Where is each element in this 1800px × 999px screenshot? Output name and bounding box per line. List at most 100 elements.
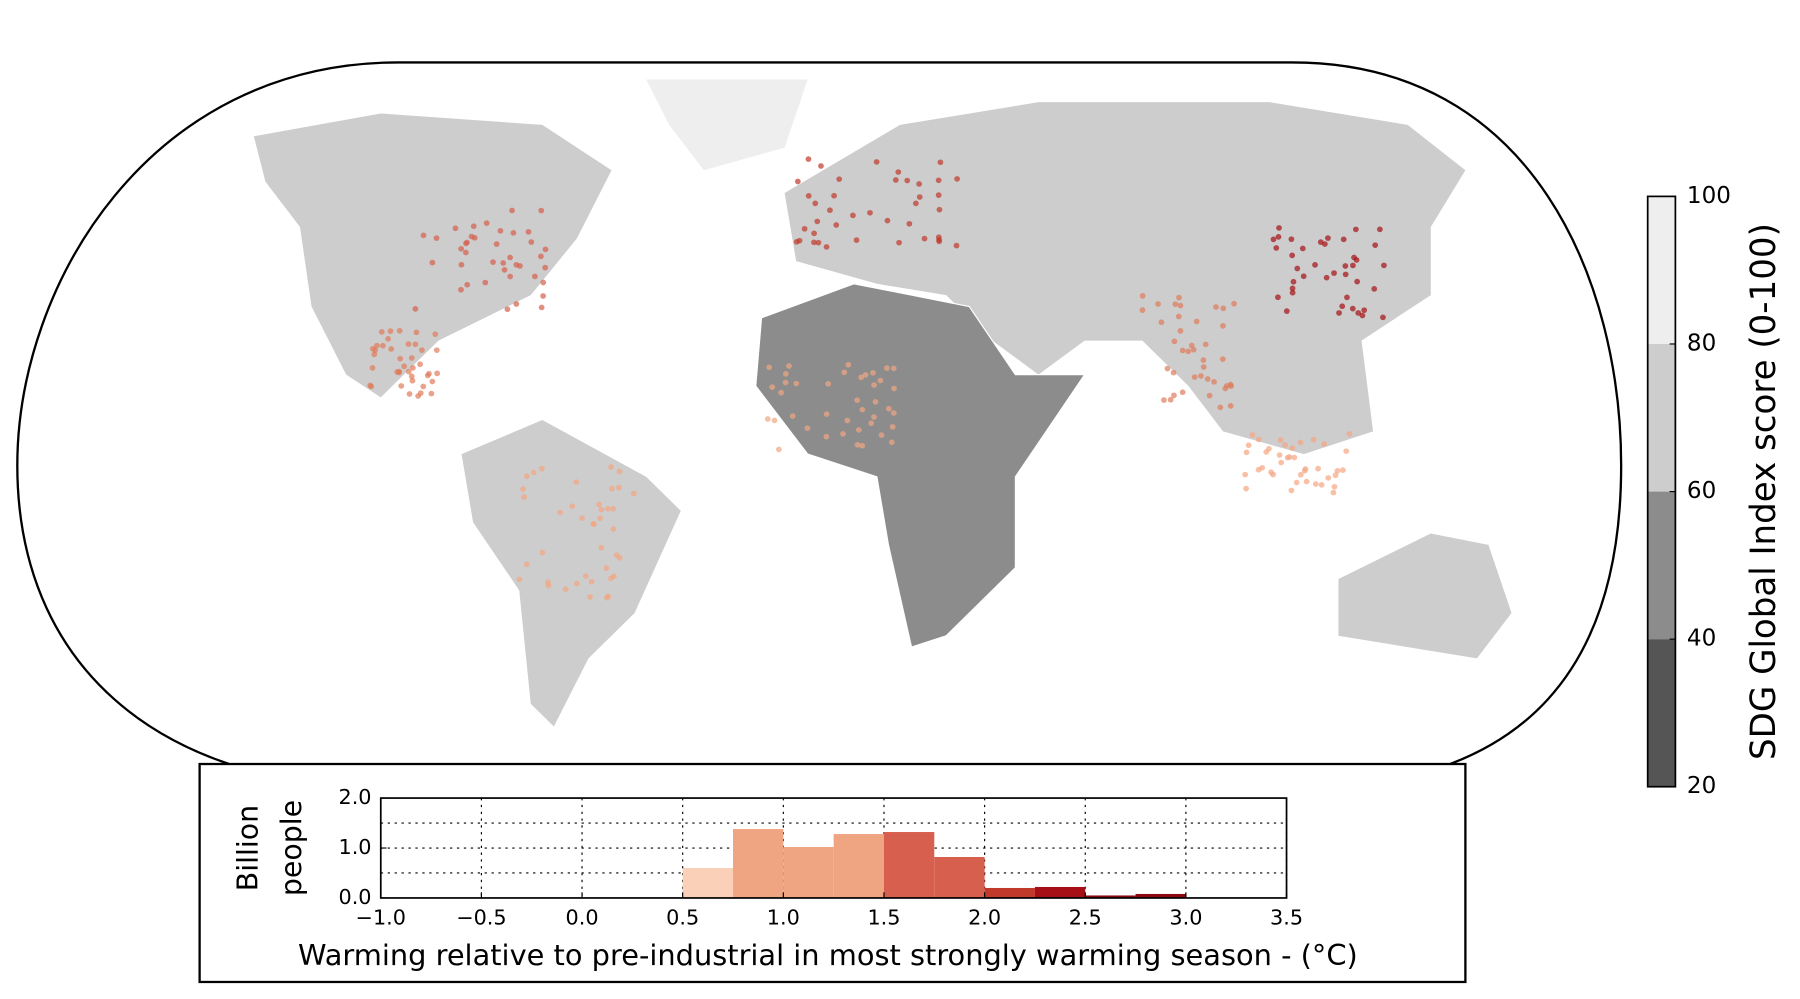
city-dot — [458, 286, 464, 293]
city-dot — [1289, 285, 1296, 292]
city-dot — [1242, 471, 1249, 478]
city-dot — [458, 245, 465, 252]
city-dot — [884, 217, 891, 224]
city-dot — [405, 368, 412, 375]
city-dot — [1325, 235, 1331, 241]
city-dot — [1198, 373, 1204, 379]
city-dot — [1332, 472, 1339, 479]
city-dot — [452, 225, 459, 232]
city-dot — [845, 361, 852, 368]
city-dot — [1170, 369, 1177, 376]
x-tick-label: −1.0 — [356, 906, 406, 930]
city-dot — [374, 342, 380, 349]
city-dot — [590, 520, 597, 527]
city-dot — [885, 405, 892, 412]
city-dot — [557, 509, 563, 516]
city-dot — [954, 176, 960, 182]
city-dot — [408, 355, 415, 361]
city-dot — [1291, 454, 1298, 461]
city-dot — [1286, 454, 1293, 460]
city-dot — [490, 259, 496, 265]
bar — [1085, 895, 1136, 898]
australia — [1338, 533, 1512, 659]
colorbar-tick-label: 100 — [1687, 183, 1731, 209]
city-dot — [1167, 396, 1174, 403]
city-dot — [1155, 301, 1161, 307]
city-dot — [520, 486, 526, 492]
city-dot — [844, 417, 851, 424]
city-dot — [1297, 439, 1304, 446]
city-dot — [805, 156, 812, 162]
city-dot — [573, 479, 580, 485]
city-dot — [1190, 346, 1197, 353]
city-dot — [801, 225, 808, 232]
colorbar: 20 40 60 80 100 SDG Global Index score (0-100… — [1646, 183, 1784, 799]
city-dot — [385, 335, 391, 342]
city-dot — [1301, 467, 1308, 474]
city-dot — [878, 432, 885, 438]
colorbar-band — [1647, 639, 1676, 787]
city-dot — [1200, 357, 1207, 363]
city-dot — [1381, 262, 1387, 269]
city-dot — [871, 382, 877, 388]
eurasia — [784, 102, 1466, 455]
city-dot — [937, 159, 944, 166]
city-dot — [782, 379, 789, 386]
city-dot — [1342, 271, 1349, 278]
city-dot — [916, 181, 922, 187]
greenland — [646, 79, 808, 171]
city-dot — [1139, 293, 1146, 299]
city-dot — [1231, 300, 1237, 307]
city-dot — [1278, 459, 1285, 466]
city-dot — [524, 473, 530, 480]
city-dot — [1222, 385, 1229, 392]
north-america — [253, 113, 612, 398]
city-dot — [775, 446, 782, 453]
city-dot — [859, 442, 866, 449]
city-dot — [509, 207, 515, 214]
city-dot — [1344, 294, 1350, 301]
city-dot — [603, 565, 610, 571]
city-dot — [1245, 442, 1252, 449]
city-dot — [1191, 374, 1198, 380]
city-dot — [458, 261, 465, 268]
city-dot — [540, 279, 547, 286]
city-dot — [891, 385, 897, 392]
city-dot — [854, 441, 861, 448]
city-dot — [608, 575, 614, 582]
city-dot — [823, 433, 830, 440]
city-dot — [369, 365, 376, 371]
city-dot — [904, 177, 911, 184]
city-dot — [464, 281, 471, 288]
x-tick-label: 2.0 — [968, 906, 1001, 930]
city-dot — [1270, 236, 1277, 243]
city-dot — [1299, 245, 1306, 252]
city-dot — [531, 273, 538, 280]
city-dot — [1243, 485, 1249, 492]
city-dot — [1290, 278, 1297, 285]
city-dot — [428, 390, 435, 397]
city-dot — [1219, 356, 1226, 362]
city-dot — [1282, 442, 1288, 448]
city-dot — [831, 192, 837, 199]
city-dot — [616, 484, 622, 491]
city-dot — [1330, 489, 1337, 496]
city-dot — [408, 373, 415, 380]
city-dot — [814, 218, 821, 225]
city-dot — [569, 503, 576, 509]
city-dot — [1177, 302, 1184, 309]
city-dot — [396, 327, 403, 334]
city-dot — [935, 192, 942, 198]
city-dot — [501, 267, 508, 273]
city-dot — [872, 399, 879, 405]
city-dot — [1380, 314, 1386, 321]
city-dot — [398, 383, 405, 389]
y-tick-label: 2.0 — [339, 785, 372, 809]
city-dot — [769, 384, 776, 390]
city-dot — [394, 369, 401, 375]
city-dot — [1315, 465, 1321, 472]
city-dot — [596, 501, 602, 508]
city-dot — [613, 552, 620, 558]
city-dot — [936, 238, 943, 245]
city-dot — [789, 413, 796, 419]
